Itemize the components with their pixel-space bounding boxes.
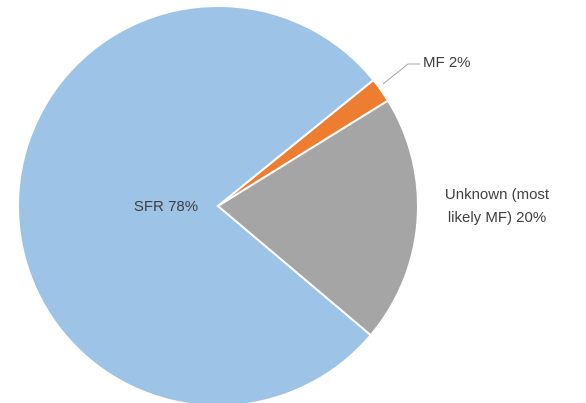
data-label: MF 2%: [423, 51, 503, 74]
leader-line: [382, 63, 420, 85]
value-label: 20%: [516, 209, 547, 226]
value-label: 78%: [168, 198, 199, 215]
data-label: Unknown (most likely MF) 20%: [432, 183, 562, 229]
category-label: Unknown (most likely MF): [444, 186, 550, 226]
category-label: MF: [423, 54, 445, 71]
data-label: SFR 78%: [116, 195, 216, 218]
pie-slice: [216, 99, 419, 337]
category-label: SFR: [133, 198, 164, 215]
pie-slice: [17, 5, 375, 403]
value-label: 2%: [448, 54, 471, 71]
